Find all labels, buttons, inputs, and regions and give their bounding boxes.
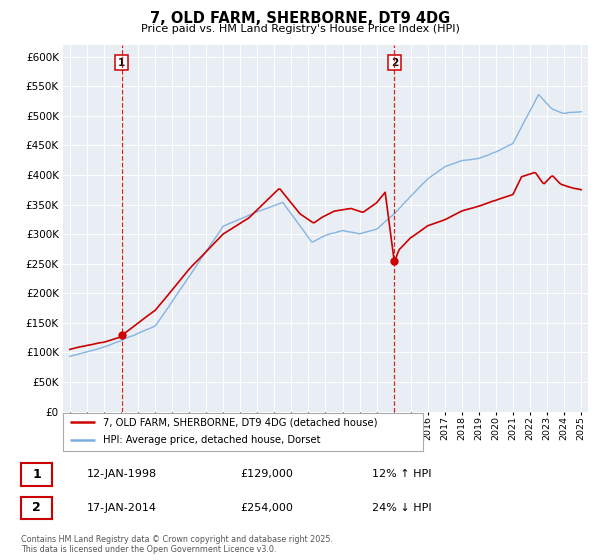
Text: 2: 2: [391, 58, 398, 68]
Text: 12-JAN-1998: 12-JAN-1998: [87, 469, 157, 479]
Text: 12% ↑ HPI: 12% ↑ HPI: [372, 469, 431, 479]
Text: £254,000: £254,000: [240, 503, 293, 513]
Text: 1: 1: [118, 58, 125, 68]
Text: Price paid vs. HM Land Registry's House Price Index (HPI): Price paid vs. HM Land Registry's House …: [140, 24, 460, 34]
Text: 7, OLD FARM, SHERBORNE, DT9 4DG (detached house): 7, OLD FARM, SHERBORNE, DT9 4DG (detache…: [103, 417, 377, 427]
Text: HPI: Average price, detached house, Dorset: HPI: Average price, detached house, Dors…: [103, 435, 320, 445]
Text: 7, OLD FARM, SHERBORNE, DT9 4DG: 7, OLD FARM, SHERBORNE, DT9 4DG: [150, 11, 450, 26]
Text: Contains HM Land Registry data © Crown copyright and database right 2025.
This d: Contains HM Land Registry data © Crown c…: [21, 535, 333, 554]
Text: 24% ↓ HPI: 24% ↓ HPI: [372, 503, 431, 513]
Text: 1: 1: [32, 468, 41, 481]
Text: 17-JAN-2014: 17-JAN-2014: [87, 503, 157, 513]
Text: 2: 2: [32, 501, 41, 515]
Text: £129,000: £129,000: [240, 469, 293, 479]
